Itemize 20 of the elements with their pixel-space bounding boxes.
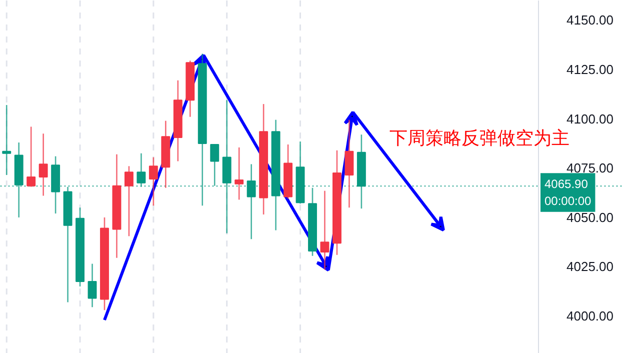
candlestick	[320, 190, 330, 270]
y-tick-label: 4125.00	[566, 62, 614, 78]
y-tick-label: 4150.00	[566, 12, 614, 28]
candlestick	[234, 146, 244, 200]
ref-line-label: 4065.90	[544, 177, 588, 192]
y-tick-label: 4100.00	[566, 111, 614, 126]
annotation: 00:00:00	[544, 194, 592, 208]
candlestick	[38, 132, 48, 196]
candlestick	[88, 263, 97, 308]
candlestick	[124, 166, 134, 237]
candlestick	[148, 156, 158, 206]
candlestick	[136, 152, 146, 188]
y-tick-label: 4000.00	[566, 308, 614, 324]
candlestick	[344, 119, 354, 208]
annotation: 下周策略反弹做空为主	[390, 128, 570, 150]
y-tick-label: 4025.00	[566, 259, 614, 274]
y-tick-label: 4050.00	[566, 210, 614, 225]
candlestick	[2, 104, 12, 176]
candlestick	[26, 126, 36, 188]
y-tick-label: 4075.00	[566, 160, 614, 176]
